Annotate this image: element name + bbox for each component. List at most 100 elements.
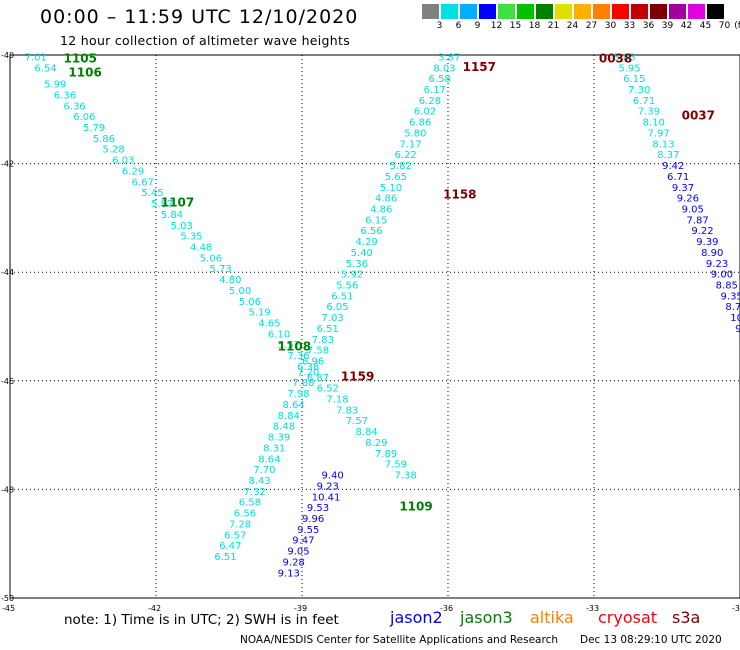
scale-swatch	[422, 4, 439, 19]
swh-value: 7.28	[229, 519, 251, 530]
swh-value: 5.95	[618, 63, 640, 74]
swh-value: 8.85	[716, 280, 738, 291]
swh-value: 7.98	[287, 389, 309, 400]
swh-value: 4.48	[190, 242, 212, 253]
swh-value: 7.97	[648, 128, 670, 139]
swh-value: 9.53	[307, 503, 329, 514]
time-label: 1157	[463, 60, 496, 74]
time-label: 1159	[341, 369, 374, 383]
scale-swatch	[460, 4, 477, 19]
scale-swatch	[650, 4, 667, 19]
swh-value: 9.42	[662, 161, 684, 172]
footer-credit: NOAA/NESDIS Center for Satellite Applica…	[240, 634, 558, 646]
swh-value: 7.57	[346, 416, 368, 427]
swh-value: 7.20	[297, 367, 319, 378]
swh-value: 5.40	[351, 248, 373, 259]
time-label: 1158	[443, 187, 476, 201]
subtitle: 12 hour collection of altimeter wave hei…	[60, 33, 351, 48]
swh-value: 7.03	[321, 313, 343, 324]
swh-value: 10.41	[312, 492, 341, 503]
swh-value: 5.36	[346, 259, 368, 270]
scale-swatch	[441, 4, 458, 19]
scale-label: 18	[528, 21, 541, 31]
swh-value: 6.05	[326, 302, 348, 313]
swh-value: 6.57	[224, 530, 246, 541]
scale-label: 42	[680, 21, 693, 31]
scale-label: 3	[436, 21, 443, 31]
time-label: 1105	[64, 52, 97, 66]
swh-value: 6.51	[317, 324, 339, 335]
lat-tick-label: -50	[1, 594, 14, 603]
swh-value: 7.70	[253, 465, 275, 476]
swh-value: 5.45	[141, 188, 163, 199]
swh-value: 6.02	[414, 107, 436, 118]
lat-tick-label: -42	[1, 160, 14, 169]
swh-value: 6.38	[297, 362, 319, 373]
legend-item-s3a: s3a	[672, 608, 701, 627]
scale-swatch	[555, 4, 572, 19]
swh-value: 7.89	[375, 449, 397, 460]
swh-value: 5.28	[102, 145, 124, 156]
swh-value: 9.23	[317, 481, 339, 492]
scale-swatch	[593, 4, 610, 19]
swh-value: 9.13	[278, 568, 300, 579]
swh-value: 7.38	[394, 471, 416, 482]
page-title: 00:00 – 11:59 UTC 12/10/2020	[40, 6, 359, 28]
swh-value: 4.86	[375, 194, 397, 205]
swh-value: 9.05	[682, 204, 704, 215]
swh-value: 10.2	[730, 313, 740, 324]
scale-label: 36	[642, 21, 655, 31]
swh-value: 8.84	[278, 411, 300, 422]
legend-item-jason2: jason2	[390, 608, 443, 627]
swh-value: 9.40	[321, 471, 343, 482]
swh-value: 6.22	[394, 150, 416, 161]
scale-swatch	[707, 4, 724, 19]
swh-value: 7.58	[307, 346, 329, 357]
swh-value: 9.37	[672, 183, 694, 194]
swh-value: 9.96	[302, 514, 324, 525]
swh-value: 7.32	[244, 487, 266, 498]
swh-value: 9.28	[283, 557, 305, 568]
swh-value: 6.15	[623, 74, 645, 85]
swh-value: 6.15	[365, 215, 387, 226]
swh-value: 9.00	[711, 270, 733, 281]
swh-value: 8.90	[701, 248, 723, 259]
scale-swatch	[574, 4, 591, 19]
lat-tick-label: -40	[1, 51, 14, 60]
swh-value: 6.86	[409, 118, 431, 129]
scale-label: 27	[585, 21, 598, 31]
swh-value: 6.56	[234, 509, 256, 520]
swh-value: 5.99	[44, 80, 66, 91]
swh-value: 5.65	[385, 172, 407, 183]
swh-value: 4.29	[356, 237, 378, 248]
swh-value: 5.56	[336, 280, 358, 291]
swh-value: 5.06	[239, 297, 261, 308]
time-label: 1108	[278, 340, 311, 354]
lat-tick-label: -48	[1, 485, 14, 494]
swh-value: 8.29	[365, 438, 387, 449]
swh-value: 9.47	[292, 536, 314, 547]
scale-label: 12	[490, 21, 503, 31]
scale-unit: (ft)	[734, 21, 740, 31]
swh-value: 5.86	[93, 134, 115, 145]
swh-value: 4.80	[219, 275, 241, 286]
lon-tick-label: -39	[294, 604, 307, 613]
swh-value: 9.39	[696, 237, 718, 248]
swh-value: 9.26	[677, 194, 699, 205]
swh-value: 9.23	[706, 259, 728, 270]
swh-value: 8.48	[273, 422, 295, 433]
swh-value: 6.67	[132, 177, 154, 188]
lat-tick-label: -46	[1, 377, 14, 386]
scale-swatch	[688, 4, 705, 19]
swh-value: 5.82	[390, 161, 412, 172]
swh-value: 6.87	[307, 373, 329, 384]
swh-value: 8.13	[652, 139, 674, 150]
swh-value: 8.64	[258, 454, 280, 465]
lon-tick-label: -30	[732, 604, 740, 613]
time-label: 1109	[399, 500, 432, 514]
swh-value: 6.28	[419, 96, 441, 107]
lon-tick-label: -33	[586, 604, 599, 613]
swh-value: 7.30	[628, 85, 650, 96]
scale-label: 45	[699, 21, 712, 31]
